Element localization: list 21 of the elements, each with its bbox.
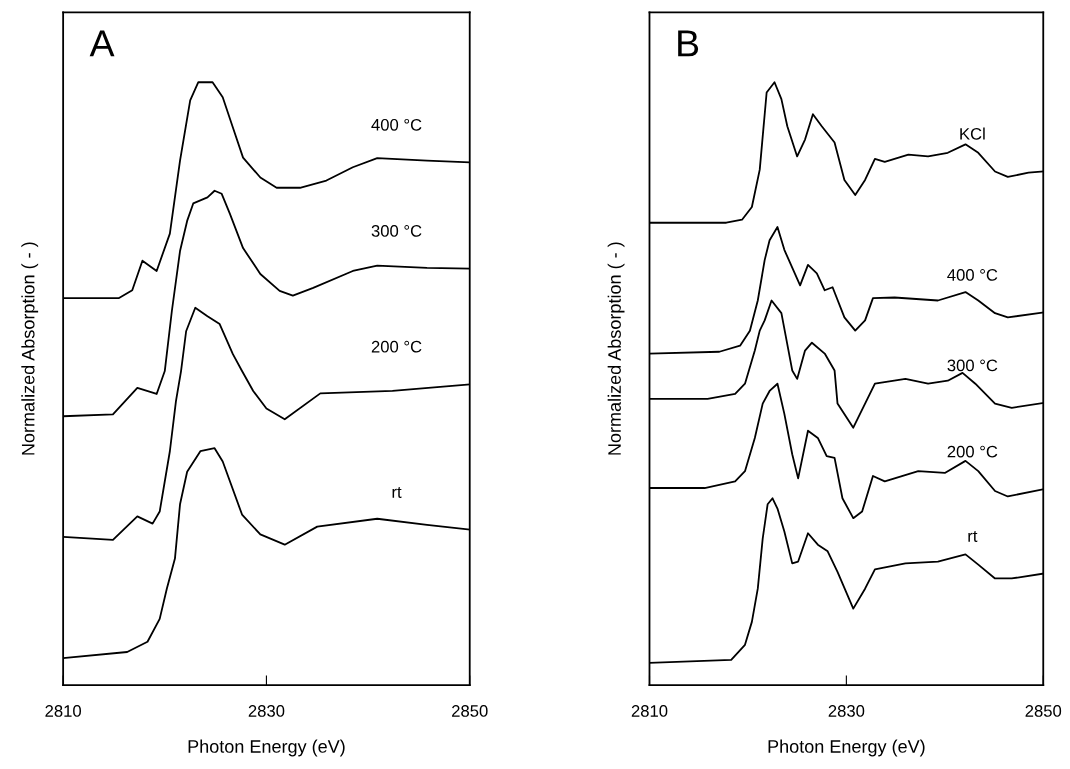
series-label: 400 °C [947, 269, 998, 281]
x-tick-label: 2830 [248, 705, 285, 717]
text: 200 °C [371, 340, 422, 353]
text: A [89, 30, 115, 57]
x-tick-label: 2830 [828, 705, 865, 717]
series-label: rt [968, 530, 978, 542]
x-tick-label: 2810 [631, 705, 668, 717]
text: B [678, 30, 699, 57]
x-tick-label: 2850 [452, 705, 488, 717]
series-label: 300 °C [371, 225, 422, 237]
y-axis-title: Normalized Absorption ( - ) [607, 242, 625, 455]
x-tick-label: 2810 [45, 705, 82, 717]
series-label: rt [392, 486, 402, 498]
x-tick-label: 2850 [1025, 705, 1062, 717]
x-axis-title: Photon Energy (eV) [768, 739, 925, 757]
series-label: 400 °C [371, 118, 422, 131]
series-label: 300 °C [947, 359, 998, 372]
x-axis-title: Photon Energy (eV) [188, 739, 345, 757]
series-label: KCl [960, 127, 985, 140]
y-axis-title: Normalized Absorption ( - ) [21, 242, 39, 455]
series-label: 200 °C [947, 445, 998, 458]
